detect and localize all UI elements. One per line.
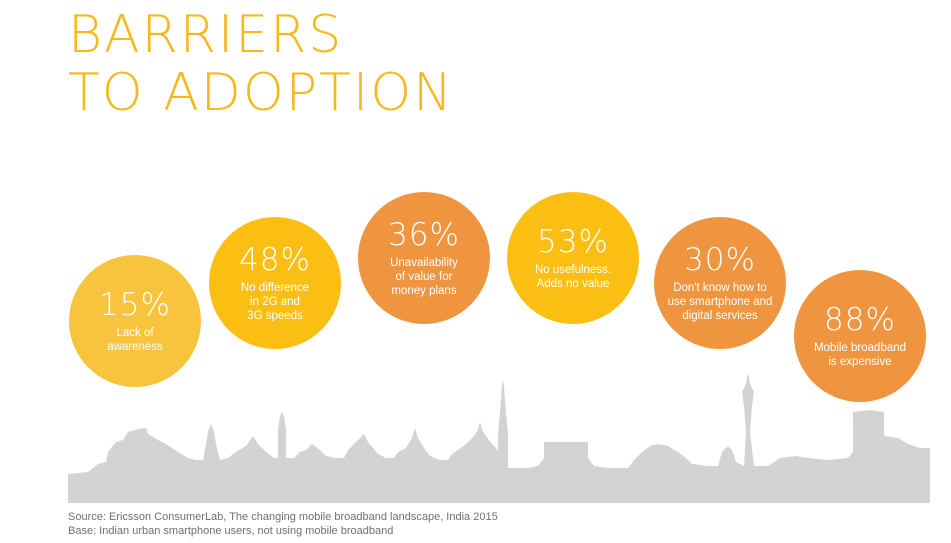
barrier-bubble: 30% Don't know how to use smartphone and … — [654, 217, 786, 349]
source-line: Source: Ericsson ConsumerLab, The changi… — [68, 511, 498, 523]
barrier-label: Unavailability of value for money plans — [390, 257, 458, 297]
barrier-percent: 30% — [684, 242, 756, 278]
skyline-silhouette — [68, 372, 930, 503]
barrier-label: No usefulness. Adds no value — [534, 264, 612, 290]
barrier-bubble: 53% No usefulness. Adds no value — [507, 192, 639, 324]
barrier-bubble: 36% Unavailability of value for money pla… — [358, 192, 490, 324]
source-note: Source: Ericsson ConsumerLab, The changi… — [68, 510, 498, 538]
barrier-percent: 88% — [824, 302, 896, 338]
barrier-bubble: 15% Lack of awareness — [69, 255, 201, 387]
title-line-1: BARRIERS — [68, 5, 344, 65]
barrier-label: No difference in 2G and 3G speeds — [240, 282, 310, 322]
barrier-label: Mobile broadband is expensive — [813, 342, 907, 368]
barrier-percent: 53% — [537, 224, 609, 260]
city-skyline-illustration — [68, 372, 930, 503]
barrier-bubble: 48% No difference in 2G and 3G speeds — [209, 217, 341, 349]
barrier-bubble: 88% Mobile broadband is expensive — [794, 270, 926, 402]
barrier-percent: 15% — [99, 287, 171, 323]
barrier-label: Lack of awareness — [107, 327, 163, 353]
barrier-percent: 36% — [388, 217, 460, 253]
page-title: BARRIERS TO ADOPTION — [68, 6, 454, 122]
title-line-2: TO ADOPTION — [68, 63, 455, 123]
base-line: Base: Indian urban smartphone users, not… — [68, 525, 394, 537]
barrier-label: Don't know how to use smartphone and dig… — [667, 282, 773, 322]
barrier-percent: 48% — [239, 242, 311, 278]
